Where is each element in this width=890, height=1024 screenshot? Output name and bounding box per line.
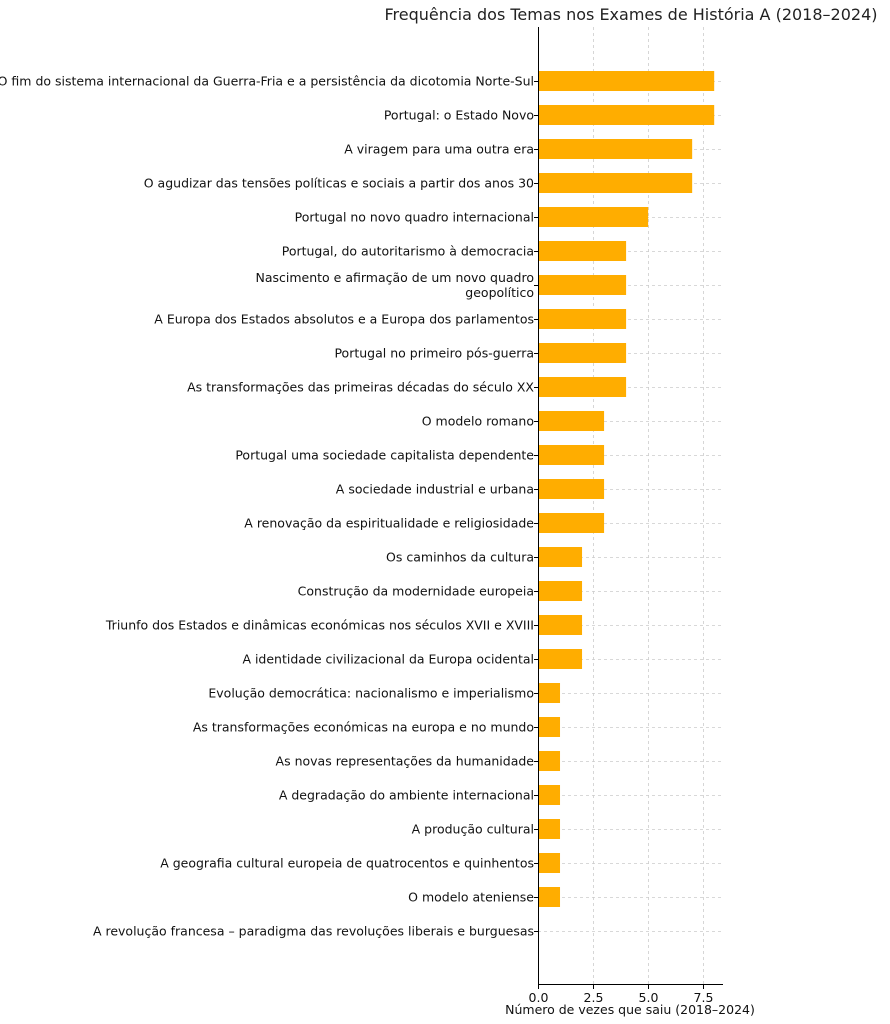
category-label: Triunfo dos Estados e dinâmicas económic… bbox=[105, 618, 534, 633]
x-axis-label: Número de vezes que saiu (2018–2024) bbox=[505, 1002, 755, 1017]
bar bbox=[538, 377, 627, 397]
category-label: Portugal uma sociedade capitalista depen… bbox=[235, 448, 534, 463]
category-label: Evolução democrática: nacionalismo e imp… bbox=[208, 686, 534, 701]
category-label: A renovação da espiritualidade e religio… bbox=[244, 516, 534, 531]
bar bbox=[538, 71, 715, 91]
bar bbox=[538, 547, 583, 567]
category-label: A produção cultural bbox=[412, 822, 534, 837]
category-label: Nascimento e afirmação de um novo quadro… bbox=[255, 270, 534, 300]
category-label: O modelo romano bbox=[422, 414, 534, 429]
bar bbox=[538, 853, 561, 873]
x-tick-label: 5.0 bbox=[639, 990, 659, 1005]
category-label: O fim do sistema internacional da Guerra… bbox=[0, 74, 534, 89]
bar bbox=[538, 887, 561, 907]
category-label: A identidade civilizacional da Europa oc… bbox=[242, 652, 534, 667]
bar bbox=[538, 479, 605, 499]
category-label: O modelo ateniense bbox=[408, 890, 534, 905]
category-label: A revolução francesa – paradigma das rev… bbox=[93, 924, 534, 939]
bar bbox=[538, 751, 561, 771]
x-tick-label: 0.0 bbox=[529, 990, 549, 1005]
category-label: Portugal no primeiro pós-guerra bbox=[334, 346, 534, 361]
bar bbox=[538, 615, 583, 635]
grid-lines bbox=[538, 27, 723, 984]
x-tick-label: 2.5 bbox=[584, 990, 604, 1005]
bar bbox=[538, 581, 583, 601]
bar bbox=[538, 411, 605, 431]
category-label: A degradação do ambiente internacional bbox=[279, 788, 534, 803]
bar bbox=[538, 105, 715, 125]
bar bbox=[538, 139, 693, 159]
category-label: As transformações das primeiras décadas … bbox=[187, 380, 534, 395]
bar bbox=[538, 785, 561, 805]
category-label: A viragem para uma outra era bbox=[344, 142, 534, 157]
bar bbox=[538, 513, 605, 533]
axes bbox=[538, 27, 723, 985]
category-label: A geografia cultural europeia de quatroc… bbox=[160, 856, 534, 871]
category-label: As novas representações da humanidade bbox=[276, 754, 535, 769]
bar bbox=[538, 649, 583, 669]
bar bbox=[538, 717, 561, 737]
category-label: Portugal, do autoritarismo à democracia bbox=[282, 244, 534, 259]
bar bbox=[538, 275, 627, 295]
bar bbox=[538, 445, 605, 465]
chart-title: Frequência dos Temas nos Exames de Histó… bbox=[384, 5, 877, 24]
category-label: Portugal no novo quadro internacional bbox=[295, 210, 534, 225]
category-label: A Europa dos Estados absolutos e a Europ… bbox=[154, 312, 534, 327]
bar bbox=[538, 173, 693, 193]
category-label: O agudizar das tensões políticas e socia… bbox=[144, 176, 534, 191]
category-labels: O fim do sistema internacional da Guerra… bbox=[0, 74, 534, 939]
category-label: As transformações económicas na europa e… bbox=[193, 720, 534, 735]
category-label: Portugal: o Estado Novo bbox=[384, 108, 534, 123]
category-label: A sociedade industrial e urbana bbox=[336, 482, 534, 497]
bar bbox=[538, 343, 627, 363]
category-label: Os caminhos da cultura bbox=[386, 550, 534, 565]
category-label: Construção da modernidade europeia bbox=[298, 584, 534, 599]
x-tick-label: 7.5 bbox=[694, 990, 714, 1005]
bar bbox=[538, 241, 627, 261]
bar bbox=[538, 207, 649, 227]
bar bbox=[538, 683, 561, 703]
bar bbox=[538, 309, 627, 329]
x-ticks: 0.0 2.5 5.0 7.5 bbox=[529, 985, 714, 1005]
bars bbox=[534, 71, 715, 932]
bar bbox=[538, 819, 561, 839]
